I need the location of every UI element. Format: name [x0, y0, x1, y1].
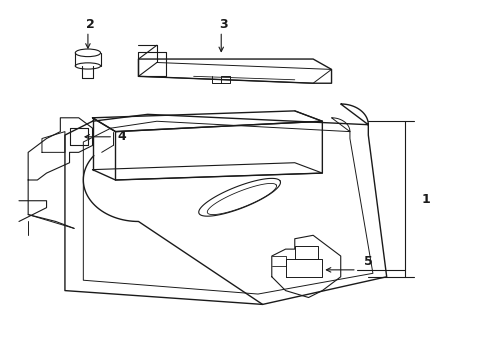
- Text: 5: 5: [363, 255, 372, 268]
- Text: 2: 2: [86, 18, 94, 31]
- Text: 3: 3: [219, 18, 227, 31]
- Text: 1: 1: [420, 193, 429, 206]
- Text: 4: 4: [118, 130, 126, 143]
